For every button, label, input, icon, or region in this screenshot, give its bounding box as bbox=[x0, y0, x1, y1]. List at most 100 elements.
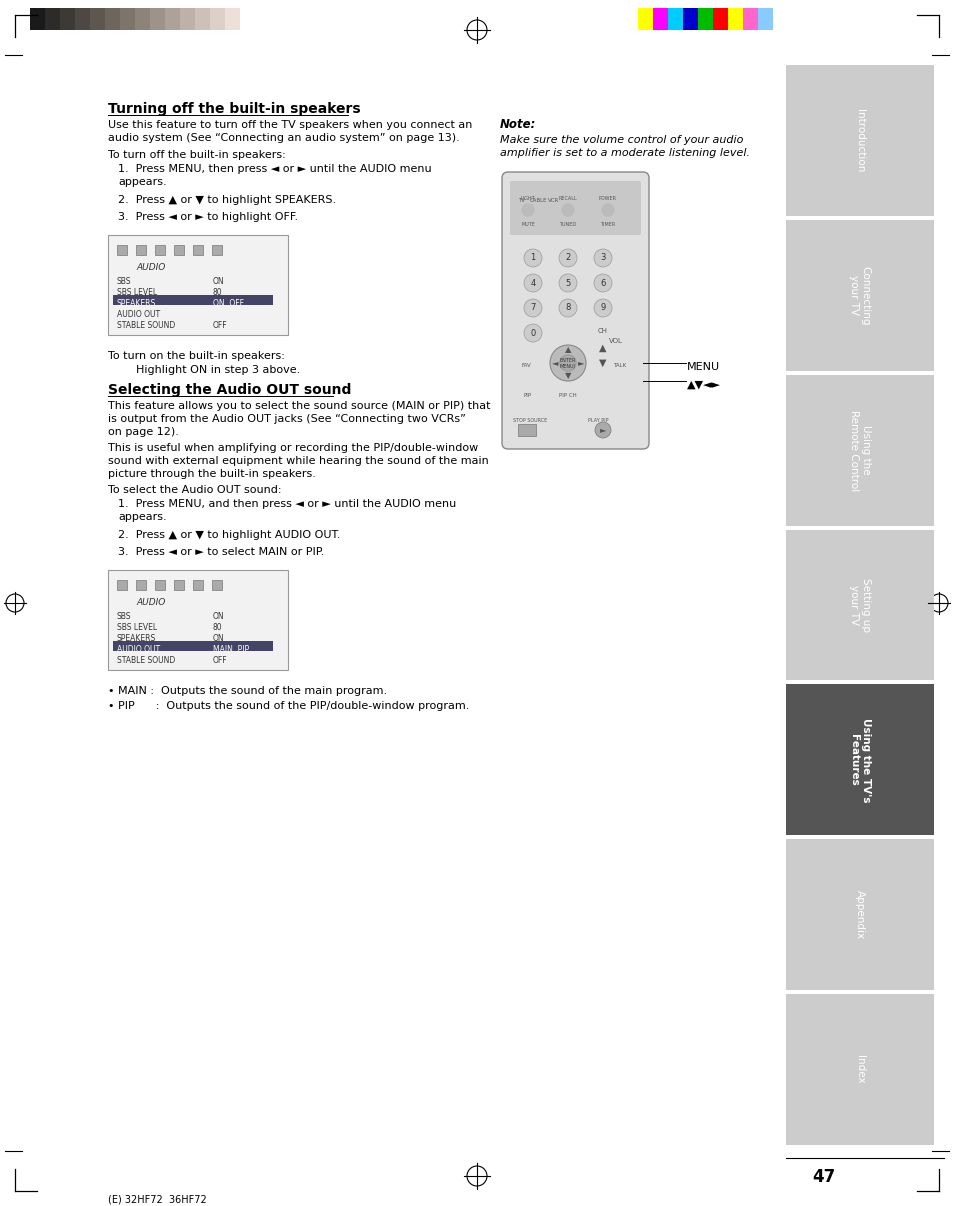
Text: PIP: PIP bbox=[523, 393, 532, 398]
Bar bbox=[165, 8, 180, 30]
Circle shape bbox=[558, 274, 577, 292]
Text: 1.  Press MENU, then press ◄ or ► until the AUDIO menu
appears.: 1. Press MENU, then press ◄ or ► until t… bbox=[118, 164, 431, 187]
Bar bbox=[785, 219, 933, 370]
Text: ►: ► bbox=[599, 426, 605, 434]
Text: To select the Audio OUT sound:: To select the Audio OUT sound: bbox=[108, 485, 281, 494]
Text: Note:: Note: bbox=[499, 118, 536, 131]
Text: ON: ON bbox=[213, 277, 224, 286]
Text: (E) 32HF72  36HF72: (E) 32HF72 36HF72 bbox=[108, 1195, 207, 1205]
Text: MAIN  PIP: MAIN PIP bbox=[213, 645, 249, 654]
Circle shape bbox=[594, 274, 612, 292]
Bar bbox=[154, 580, 165, 590]
Text: MENU: MENU bbox=[686, 362, 720, 371]
Bar bbox=[75, 8, 90, 30]
Text: Use this feature to turn off the TV speakers when you connect an
audio system (S: Use this feature to turn off the TV spea… bbox=[108, 121, 472, 144]
Text: Make sure the volume control of your audio
amplifier is set to a moderate listen: Make sure the volume control of your aud… bbox=[499, 135, 749, 158]
Text: ▲: ▲ bbox=[564, 345, 571, 355]
Text: AUDIO OUT: AUDIO OUT bbox=[117, 645, 160, 654]
Text: 2: 2 bbox=[565, 253, 570, 263]
Text: 1.  Press MENU, and then press ◄ or ► until the AUDIO menu
appears.: 1. Press MENU, and then press ◄ or ► unt… bbox=[118, 499, 456, 522]
Bar bbox=[117, 245, 127, 254]
Text: To turn on the built-in speakers:: To turn on the built-in speakers: bbox=[108, 351, 285, 361]
Bar bbox=[785, 529, 933, 680]
Bar bbox=[180, 8, 194, 30]
Bar bbox=[667, 8, 682, 30]
Text: SBS: SBS bbox=[117, 277, 132, 286]
Circle shape bbox=[601, 204, 614, 216]
Text: RECALL: RECALL bbox=[558, 197, 577, 201]
Text: ▲▼◄►: ▲▼◄► bbox=[686, 380, 720, 390]
Bar bbox=[120, 8, 135, 30]
Text: MUTE: MUTE bbox=[520, 222, 535, 227]
Text: 0: 0 bbox=[530, 328, 535, 338]
Bar bbox=[712, 8, 727, 30]
Bar bbox=[30, 8, 45, 30]
Text: MENU/: MENU/ bbox=[559, 363, 576, 369]
Circle shape bbox=[521, 204, 534, 216]
Text: • PIP      :  Outputs the sound of the PIP/double-window program.: • PIP : Outputs the sound of the PIP/dou… bbox=[108, 701, 469, 712]
Circle shape bbox=[558, 248, 577, 267]
FancyBboxPatch shape bbox=[510, 181, 640, 235]
Text: Highlight ON in step 3 above.: Highlight ON in step 3 above. bbox=[136, 365, 300, 375]
Circle shape bbox=[523, 299, 541, 317]
Bar bbox=[194, 8, 210, 30]
FancyBboxPatch shape bbox=[501, 172, 648, 449]
Circle shape bbox=[559, 355, 576, 371]
Bar bbox=[240, 8, 254, 30]
Bar bbox=[210, 8, 225, 30]
Text: 2.  Press ▲ or ▼ to highlight SPEAKERS.: 2. Press ▲ or ▼ to highlight SPEAKERS. bbox=[118, 195, 335, 205]
Text: AUDIO: AUDIO bbox=[136, 263, 165, 273]
Text: ◄: ◄ bbox=[551, 358, 558, 368]
Bar bbox=[212, 580, 222, 590]
Text: AUDIO: AUDIO bbox=[136, 598, 165, 607]
Text: TIMER: TIMER bbox=[599, 222, 615, 227]
Bar bbox=[742, 8, 758, 30]
Text: OFF: OFF bbox=[213, 321, 228, 330]
Text: Setting up
your TV: Setting up your TV bbox=[848, 578, 870, 632]
Bar bbox=[173, 580, 184, 590]
Text: 9: 9 bbox=[599, 304, 605, 312]
Text: OFF: OFF bbox=[213, 656, 228, 665]
Bar bbox=[225, 8, 240, 30]
Text: ON  OFF: ON OFF bbox=[213, 299, 244, 308]
Text: POWER: POWER bbox=[598, 197, 617, 201]
Bar bbox=[727, 8, 742, 30]
Text: ▼: ▼ bbox=[598, 358, 606, 368]
Text: STABLE SOUND: STABLE SOUND bbox=[117, 321, 175, 330]
Text: 8: 8 bbox=[565, 304, 570, 312]
Text: CH: CH bbox=[598, 328, 607, 334]
Text: ▲: ▲ bbox=[598, 343, 606, 353]
Text: FAV: FAV bbox=[521, 363, 531, 368]
Text: 2.  Press ▲ or ▼ to highlight AUDIO OUT.: 2. Press ▲ or ▼ to highlight AUDIO OUT. bbox=[118, 529, 340, 540]
Text: 7: 7 bbox=[530, 304, 536, 312]
Circle shape bbox=[523, 274, 541, 292]
Bar bbox=[698, 8, 712, 30]
Text: ON: ON bbox=[213, 611, 224, 621]
Text: Connecting
your TV: Connecting your TV bbox=[848, 265, 870, 326]
Bar bbox=[173, 245, 184, 254]
Text: STOP SOURCE: STOP SOURCE bbox=[513, 418, 547, 423]
Text: AUDIO OUT: AUDIO OUT bbox=[117, 310, 160, 320]
Bar bbox=[785, 65, 933, 216]
Circle shape bbox=[595, 422, 610, 438]
Circle shape bbox=[523, 248, 541, 267]
Text: 6: 6 bbox=[599, 279, 605, 287]
Bar bbox=[90, 8, 105, 30]
Bar bbox=[785, 685, 933, 836]
Text: 80: 80 bbox=[213, 288, 222, 297]
Text: 3: 3 bbox=[599, 253, 605, 263]
Bar bbox=[785, 375, 933, 526]
Text: ON: ON bbox=[213, 634, 224, 643]
Text: 47: 47 bbox=[811, 1167, 835, 1185]
Bar bbox=[150, 8, 165, 30]
Circle shape bbox=[594, 299, 612, 317]
Text: Turning off the built-in speakers: Turning off the built-in speakers bbox=[108, 103, 360, 116]
Text: PIP CH: PIP CH bbox=[558, 393, 577, 398]
Text: 3.  Press ◄ or ► to highlight OFF.: 3. Press ◄ or ► to highlight OFF. bbox=[118, 212, 297, 222]
Bar bbox=[112, 295, 273, 305]
Text: Selecting the Audio OUT sound: Selecting the Audio OUT sound bbox=[108, 384, 351, 397]
Circle shape bbox=[558, 299, 577, 317]
Bar bbox=[60, 8, 75, 30]
Circle shape bbox=[560, 356, 575, 370]
Bar bbox=[517, 425, 536, 437]
